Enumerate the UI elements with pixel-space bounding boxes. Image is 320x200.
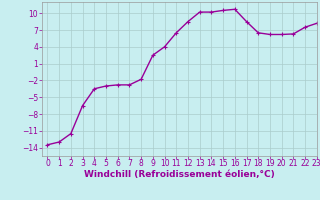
X-axis label: Windchill (Refroidissement éolien,°C): Windchill (Refroidissement éolien,°C) [84,170,275,179]
